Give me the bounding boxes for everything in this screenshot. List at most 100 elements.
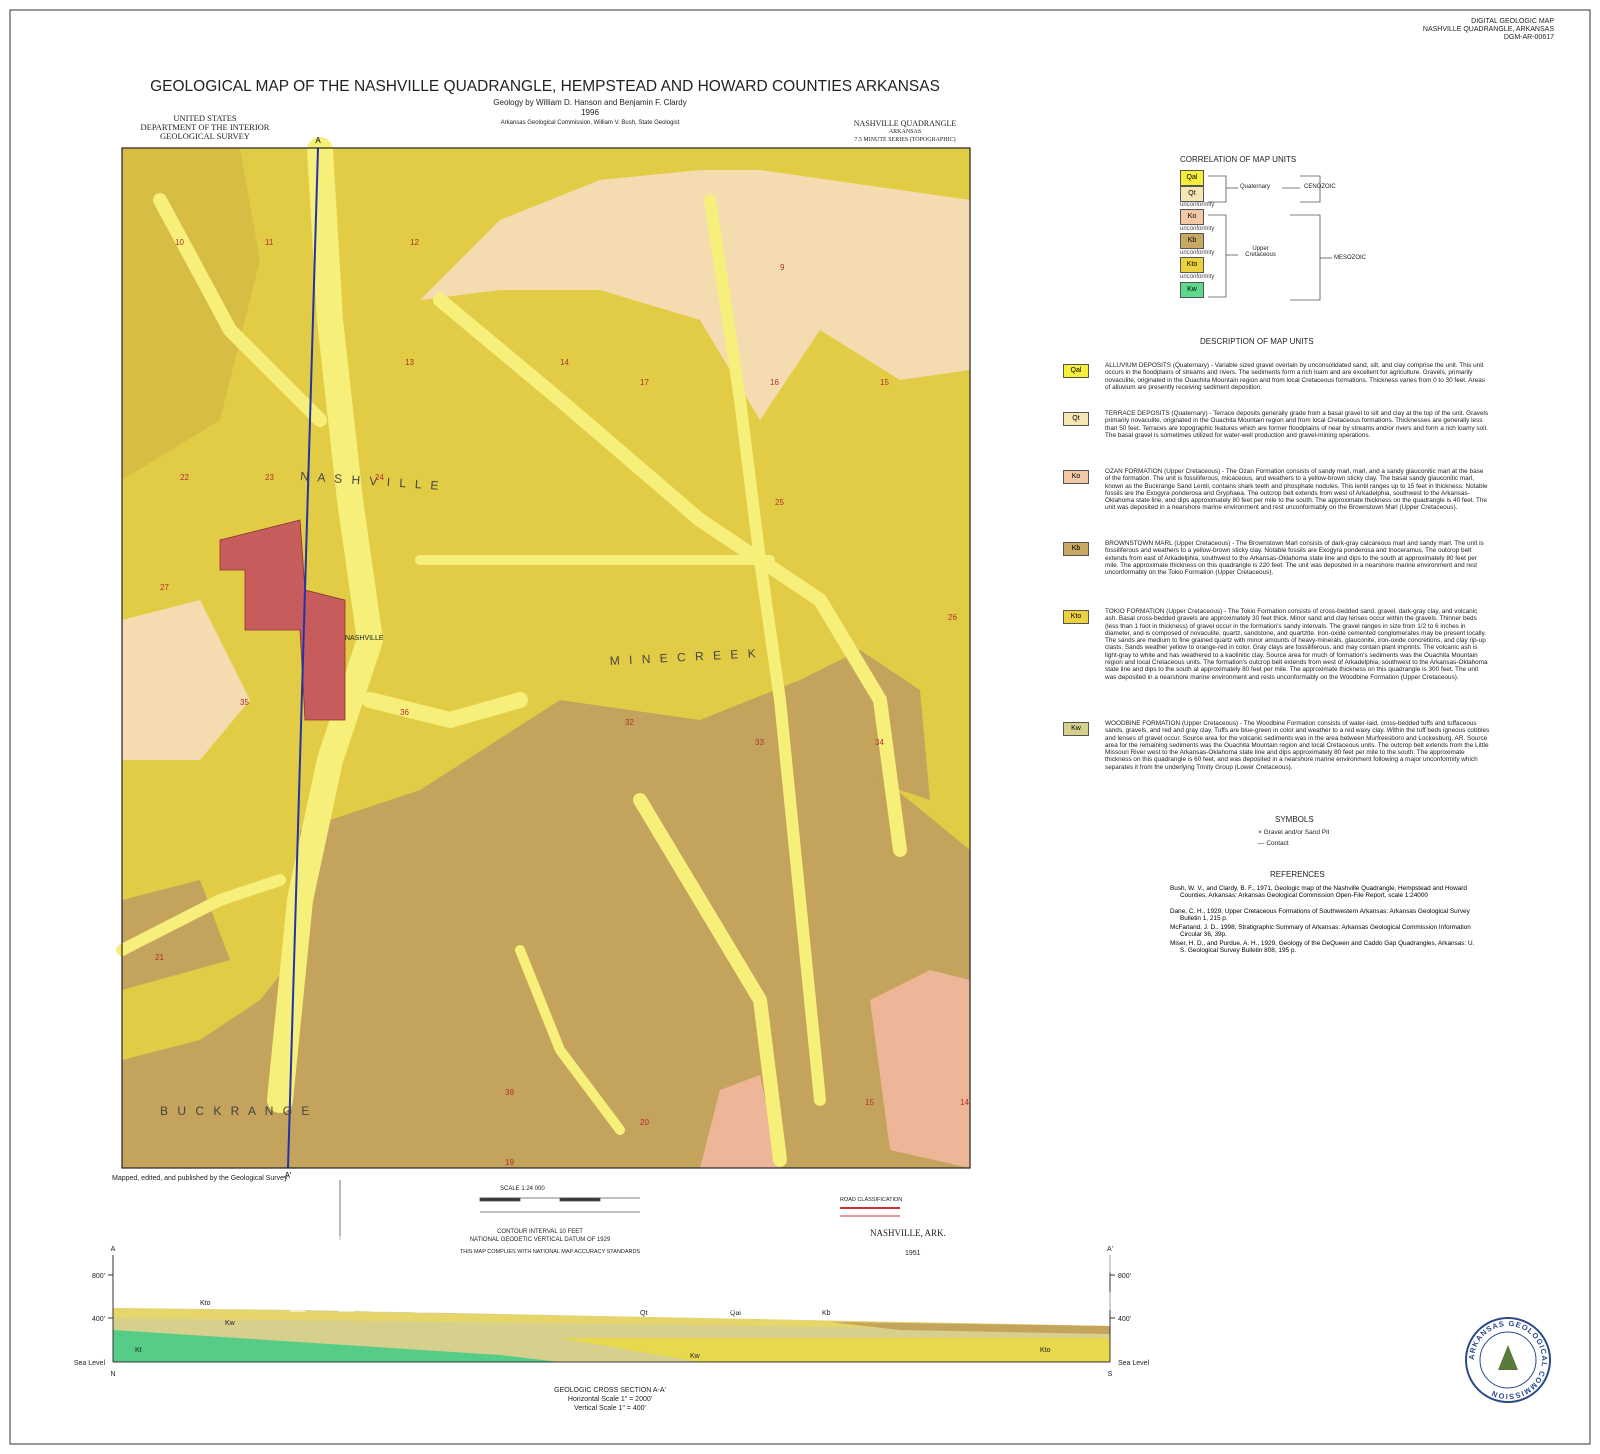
unit-kb: [122, 680, 970, 1168]
section-number: 16: [770, 378, 779, 387]
section-number: 33: [755, 738, 764, 747]
unit-ko: [700, 1075, 780, 1168]
unit-kb: [830, 1322, 1110, 1334]
unit-box: Kw: [1180, 282, 1204, 298]
unit-label: Qal: [730, 1310, 741, 1317]
quad-line: ARKANSAS: [888, 129, 922, 135]
reference: Bush, W. V., and Clardy, B. F., 1971, Ge…: [1170, 885, 1467, 900]
section-number: 22: [180, 473, 189, 482]
map-frame: [121, 147, 971, 1169]
map-label: NASHVILLE: [345, 635, 384, 642]
section-number: 27: [160, 583, 169, 592]
quad-line: NASHVILLE QUADRANGLE: [853, 119, 957, 128]
section-end: A': [285, 1171, 292, 1180]
datum: NATIONAL GEODETIC VERTICAL DATUM OF 1929: [469, 1237, 611, 1243]
unit-box: Kb: [1180, 233, 1204, 249]
unit-description: OZAN FORMATION (Upper Cretaceous) - The …: [1105, 468, 1488, 512]
unit-label: Kto: [1040, 1347, 1051, 1354]
unit-label: Kw: [225, 1320, 236, 1327]
unit-box: Qal: [1180, 170, 1204, 186]
section-scale: Vertical Scale 1" = 400': [574, 1405, 646, 1412]
reference: Dane, C. H., 1929, Upper Cretaceous Form…: [1170, 908, 1470, 923]
credit-line: 1996: [581, 108, 599, 117]
section-number: 13: [405, 358, 414, 367]
section-number: 23: [265, 473, 274, 482]
map-label: B U C K R A N G E: [160, 1104, 312, 1118]
accuracy: THIS MAP COMPLIES WITH NATIONAL MAP ACCU…: [459, 1249, 641, 1255]
section-number: 36: [400, 708, 409, 717]
section-number: 12: [410, 238, 419, 247]
elevation-label: Sea Level: [1118, 1360, 1150, 1367]
section-number: 15: [880, 378, 889, 387]
section-number: 39: [505, 1088, 514, 1097]
unit-label: Qt: [640, 1310, 647, 1317]
published: Mapped, edited, and published by the Geo…: [112, 1175, 288, 1182]
section-number: 17: [640, 378, 649, 387]
reference: Miser, H. D., and Purdue, A. H., 1929, G…: [1170, 940, 1475, 955]
series-line: DIGITAL GEOLOGIC MAP: [1471, 18, 1554, 25]
series-line: DGM-AR-00617: [1503, 34, 1554, 41]
sheet-name: NASHVILLE, ARK.: [870, 1228, 946, 1238]
references-title: REFERENCES: [1270, 870, 1325, 879]
unit-description: TERRACE DEPOSITS (Quaternary) - Terrace …: [1105, 410, 1489, 439]
elevation-label: 400': [92, 1316, 105, 1323]
section-numbers: 10 11 12 13 14 15 16 17 9 22 23 24 25 26…: [155, 238, 969, 1167]
contour-interval: CONTOUR INTERVAL 10 FEET: [497, 1229, 583, 1235]
alluvium: [116, 137, 907, 1167]
agency-line: UNITED STATES: [173, 113, 237, 123]
unit-box: Ko: [1180, 209, 1204, 225]
sheet-border: [9, 9, 1591, 1445]
unit-label: Kt: [135, 1347, 142, 1354]
logo: ARKANSAS GEOLOGICAL COMMISSION: [1465, 1317, 1551, 1403]
unit-kto-dark: [122, 148, 260, 480]
quad-line: 7.5 MINUTE SERIES (TOPOGRAPHIC): [854, 137, 956, 143]
unit-symbol: Kto: [1063, 610, 1089, 624]
unit-box: Qt: [1180, 186, 1204, 202]
credits: Geology by William D. Hanson and Benjami…: [380, 98, 800, 128]
direction: S: [1108, 1371, 1113, 1378]
symbol-item: × Gravel and/or Sand Pit: [1258, 829, 1330, 836]
section-scale: Horizontal Scale 1" = 2000': [568, 1396, 652, 1403]
unit-description: BROWNSTOWN MARL (Upper Cretaceous) - The…: [1105, 540, 1484, 577]
unit-symbol: Ko: [1063, 470, 1089, 484]
unit-kto: [560, 1338, 1110, 1362]
unit-symbol: Qt: [1063, 412, 1089, 426]
credit-line: Arkansas Geological Commission, William …: [500, 120, 680, 126]
direction: N: [110, 1371, 115, 1378]
unit-qt: [420, 170, 970, 420]
symbols-title: SYMBOLS: [1275, 815, 1314, 824]
unit-description: TOKIO FORMATION (Upper Cretaceous) - The…: [1105, 608, 1488, 681]
unit-kb: [800, 650, 930, 800]
section-end: A: [315, 136, 321, 145]
unit-description: WOODBINE FORMATION (Upper Cretaceous) - …: [1105, 720, 1490, 771]
contour: CONTOUR INTERVAL 10 FEET NATIONAL GEODETI…: [440, 1228, 640, 1244]
map-title: GEOLOGICAL MAP OF THE NASHVILLE QUADRANG…: [150, 78, 940, 95]
unit-label: Kw: [690, 1353, 701, 1360]
reference: McFarland, J. D., 1998, Stratigraphic Su…: [1170, 924, 1471, 939]
elevation-label: 800': [1118, 1273, 1131, 1280]
unconformity: unconformity: [1180, 226, 1215, 232]
section-end: A': [1107, 1246, 1113, 1253]
correlation-title: CORRELATION OF MAP UNITS: [1180, 155, 1297, 164]
section-title: GEOLOGIC CROSS SECTION A-A': [554, 1387, 666, 1394]
section-number: 35: [240, 698, 249, 707]
series-line: NASHVILLE QUADRANGLE, ARKANSAS: [1422, 26, 1554, 33]
period: Quaternary: [1240, 184, 1271, 190]
era: CENOZOIC: [1304, 184, 1336, 190]
description-title: DESCRIPTION OF MAP UNITS: [1200, 337, 1314, 346]
section-number: 20: [640, 1118, 649, 1127]
symbol-label: Gravel and/or Sand Pit: [1263, 829, 1330, 836]
scale: SCALE 1:24 000: [500, 1186, 545, 1192]
unit-label: Kto: [200, 1300, 211, 1307]
section-number: 21: [155, 953, 164, 962]
credit-line: Geology by William D. Hanson and Benjami…: [493, 98, 687, 107]
section-number: 11: [265, 238, 274, 247]
sheet-year: 1951: [905, 1250, 921, 1257]
symbol-label: Contact: [1266, 840, 1289, 847]
agency-line: GEOLOGICAL SURVEY: [160, 131, 250, 141]
unit-kto-upper: [113, 1308, 1110, 1332]
period: Upper Cretaceous: [1245, 246, 1276, 258]
section-number: 26: [948, 613, 957, 622]
